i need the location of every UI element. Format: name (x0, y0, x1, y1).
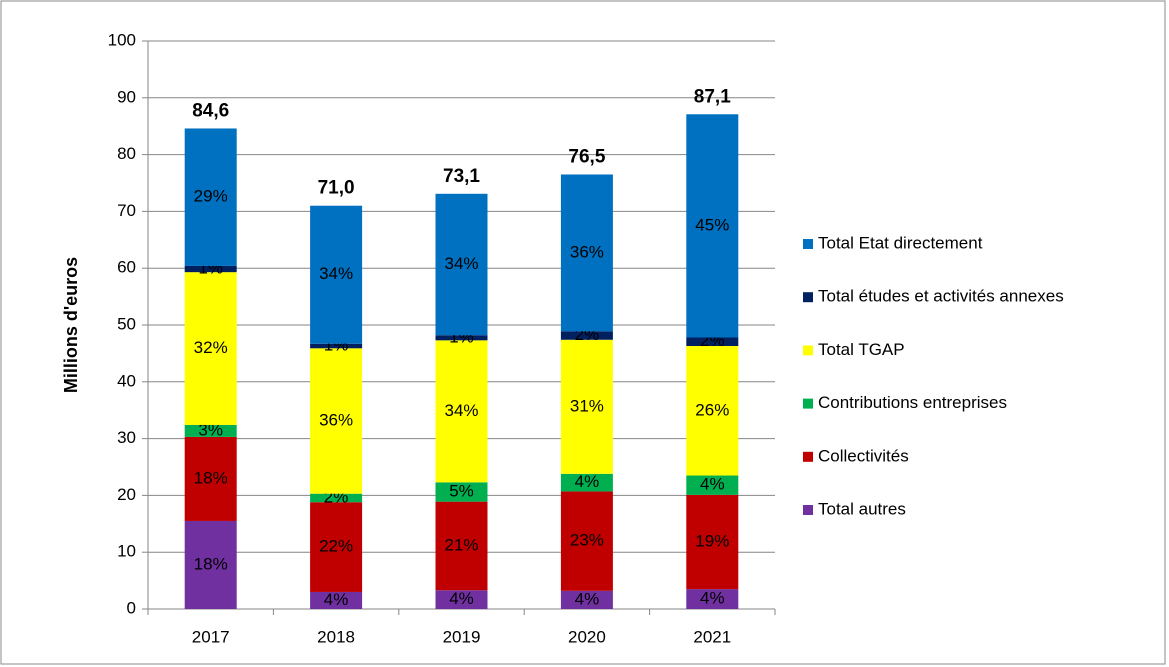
percent-label: 26% (695, 400, 729, 419)
bar-segment (560, 491, 613, 591)
legend-label: Total études et activités annexes (818, 287, 1064, 306)
bar-segment (184, 128, 237, 266)
bar-segment (310, 502, 363, 592)
bar-segment (686, 475, 739, 495)
legend-swatch (803, 505, 813, 515)
bar-segment (435, 501, 488, 591)
bar-segment (435, 335, 488, 341)
bar-segment (310, 343, 363, 349)
y-tick-label: 0 (127, 598, 136, 617)
legend-label: Total TGAP (818, 340, 905, 359)
percent-label: 34% (319, 264, 353, 283)
bar-segment (560, 473, 613, 492)
bar-segment (435, 340, 488, 483)
bar-segment (686, 494, 739, 590)
y-tick-label: 30 (117, 428, 136, 447)
percent-label: 34% (444, 254, 478, 273)
total-label: 76,5 (568, 146, 605, 167)
percent-label: 29% (194, 187, 228, 206)
y-tick-label: 60 (117, 258, 136, 277)
percent-label: 18% (194, 554, 228, 573)
total-label: 87,1 (694, 86, 731, 107)
y-tick-label: 100 (108, 30, 136, 49)
bar-segment (184, 272, 237, 425)
percent-label: 3% (198, 420, 223, 439)
bar-segment (560, 339, 613, 474)
legend-label: Contributions entreprises (818, 393, 1007, 412)
percent-label: 4% (700, 475, 725, 494)
y-tick-label: 90 (117, 87, 136, 106)
percent-label: 18% (194, 468, 228, 487)
percent-label: 4% (324, 590, 349, 609)
bar-segment (686, 346, 739, 476)
legend-label: Total Etat directement (818, 233, 983, 252)
x-tick-label: 2017 (192, 627, 230, 646)
y-tick-label: 20 (117, 485, 136, 504)
percent-label: 4% (700, 589, 725, 608)
total-label: 84,6 (192, 100, 229, 121)
bar-segment (310, 591, 363, 609)
bar-segment (184, 436, 237, 521)
bar-segment (310, 348, 363, 494)
percent-label: 4% (449, 589, 474, 608)
bar-segment (184, 424, 237, 437)
bar-segment (560, 174, 613, 332)
total-label: 73,1 (443, 166, 480, 187)
percent-label: 5% (449, 481, 474, 500)
legend-swatch (803, 398, 813, 409)
x-tick-label: 2019 (443, 627, 481, 646)
percent-label: 36% (570, 242, 604, 261)
x-tick-label: 2021 (693, 627, 731, 646)
bar-segment (435, 193, 488, 336)
percent-label: 19% (695, 531, 729, 550)
y-axis-label: Millions d'euros (61, 257, 81, 393)
bar-segment (560, 590, 613, 609)
bar-segment (686, 589, 739, 609)
legend-label: Total autres (818, 499, 906, 518)
y-tick-label: 10 (117, 542, 136, 561)
legend-swatch (803, 345, 813, 356)
percent-label: 31% (570, 396, 604, 415)
percent-label: 4% (575, 472, 600, 491)
bar-segment (435, 590, 488, 609)
percent-label: 36% (319, 410, 353, 429)
y-tick-label: 70 (117, 201, 136, 220)
x-tick-label: 2020 (568, 627, 606, 646)
bar-segment (560, 331, 613, 340)
legend-swatch (803, 239, 813, 249)
bar-segment (686, 114, 739, 338)
percent-label: 4% (575, 589, 600, 608)
y-tick-label: 40 (117, 371, 136, 390)
percent-label: 45% (695, 215, 729, 234)
bar-segment (310, 493, 363, 503)
y-tick-label: 80 (117, 144, 136, 163)
percent-label: 23% (570, 531, 604, 550)
legend-swatch (803, 451, 813, 462)
bar-segment (184, 520, 237, 609)
y-tick-label: 50 (117, 314, 136, 333)
percent-label: 21% (444, 535, 478, 554)
bar-segment (184, 265, 237, 273)
bar-segment (435, 482, 488, 502)
legend-label: Collectivités (818, 446, 909, 465)
total-label: 71,0 (318, 178, 355, 199)
percent-label: 32% (194, 338, 228, 357)
legend-swatch (803, 292, 813, 303)
bar-segment (686, 337, 739, 347)
x-tick-label: 2018 (317, 627, 355, 646)
percent-label: 22% (319, 537, 353, 556)
bar-segment (310, 205, 363, 344)
percent-label: 34% (444, 401, 478, 420)
